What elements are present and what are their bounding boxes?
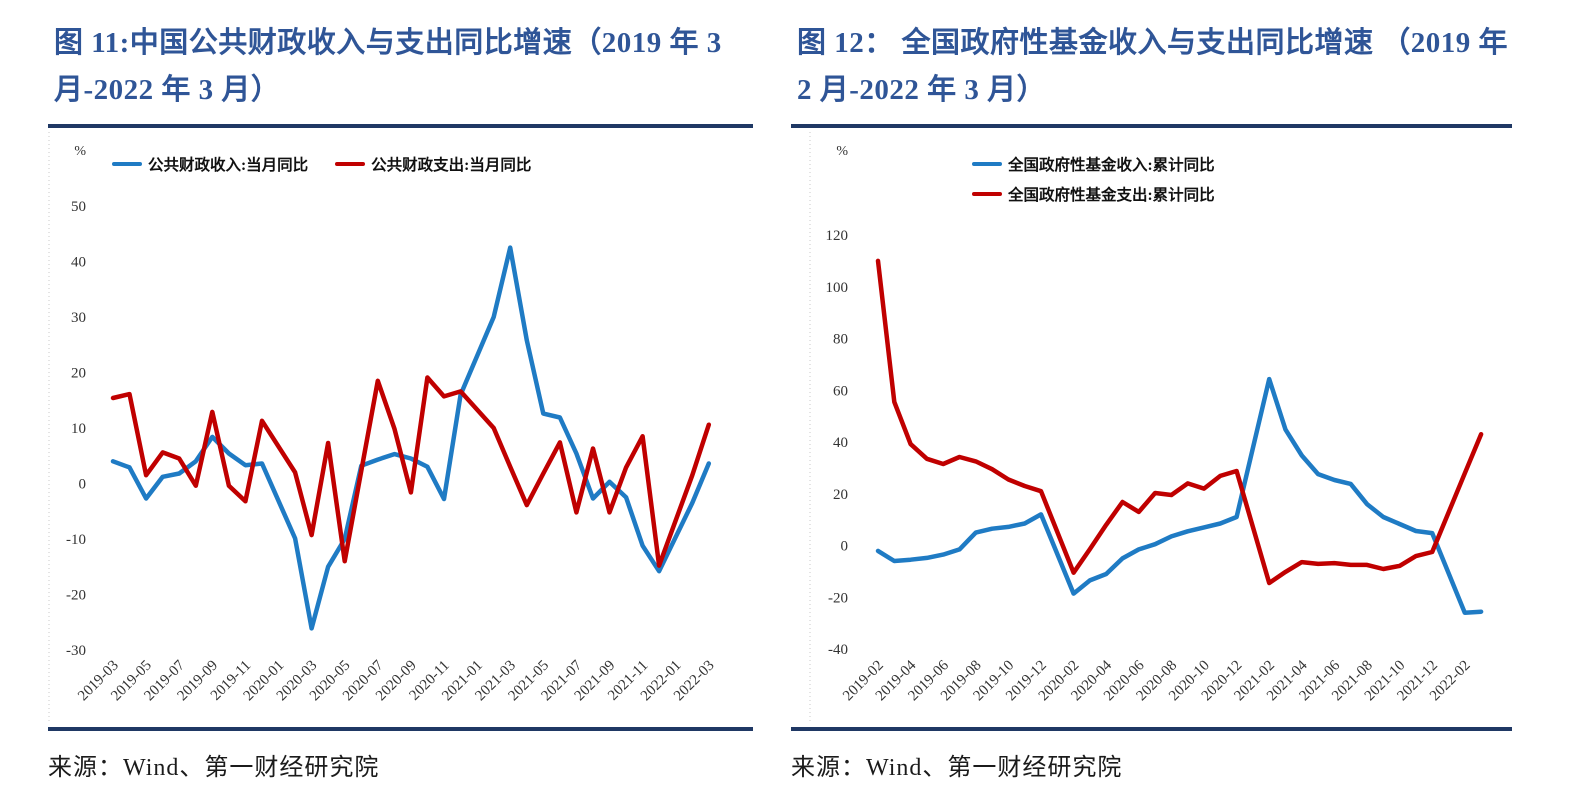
figure-12-chart-area: % 120 100 80 60 40 20 0 -20 -40 2019-02 2019-04 2019… (791, 128, 1512, 727)
fiscal-revenue-legend-label: 公共财政收入:当月同比 (148, 156, 309, 174)
y-axis-tick-label: 40 (71, 254, 86, 270)
panel-figure-12: 图 12： 全国政府性基金收入与支出同比增速 （2019 年 2 月-2022 … (791, 0, 1512, 782)
figure-12-legend: 全国政府性基金收入:累计同比 全国政府性基金支出:累计同比 (972, 153, 1215, 205)
fiscal-expenditure-line (110, 375, 712, 568)
fund-expenditure-legend-label: 全国政府性基金支出:累计同比 (1008, 186, 1215, 204)
fund-income-line (875, 376, 1484, 615)
y-axis-tick-label: 20 (71, 365, 86, 381)
fund-income-legend-swatch-icon (972, 161, 1002, 167)
figure-11-bottom-rule (48, 726, 753, 731)
legend-item-fiscal-revenue: 公共财政收入:当月同比 (112, 153, 308, 175)
fiscal-expenditure-legend-label: 公共财政支出:当月同比 (371, 156, 532, 174)
y-axis-tick-label: 30 (71, 310, 86, 326)
fund-income-legend-label: 全国政府性基金收入:累计同比 (1008, 156, 1215, 174)
y-axis-tick-label: -30 (66, 643, 86, 659)
y-axis-tick-label: 0 (79, 476, 87, 492)
figure-12-line-chart: %120100806040200-20-402019-022019-042019… (809, 131, 1484, 721)
y-axis-tick-label: 50 (71, 199, 86, 215)
fiscal-revenue-line (110, 245, 712, 631)
figure-12-bottom-rule (791, 726, 1512, 731)
y-axis-tick-label: 60 (833, 383, 848, 399)
y-axis-tick-label: -40 (828, 642, 848, 658)
fund-expenditure-legend-swatch-icon (972, 191, 1002, 197)
y-axis-tick-label: -20 (66, 587, 86, 603)
y-axis-tick-label: -10 (66, 532, 86, 548)
y-axis-tick-label: 100 (826, 280, 849, 296)
figure-11-chart-area: % 50 40 30 20 10 0 -10 -20 -30 2019-03 2019-05 2019-… (48, 128, 753, 727)
legend-item-fund-expenditure: 全国政府性基金支出:累计同比 (972, 183, 1215, 205)
fiscal-revenue-legend-swatch-icon (112, 161, 142, 167)
y-axis-tick-label: 10 (71, 421, 86, 437)
figure-12-top-rule (791, 123, 1512, 128)
legend-item-fiscal-expenditure: 公共财政支出:当月同比 (335, 153, 531, 175)
y-axis-unit-label: % (74, 144, 86, 159)
figure-11-legend: 公共财政收入:当月同比 公共财政支出:当月同比 (112, 153, 531, 175)
y-axis-tick-label: 120 (826, 228, 849, 244)
y-axis-tick-label: 20 (833, 487, 848, 503)
y-axis-tick-label: 40 (833, 435, 848, 451)
figure-12-source: 来源：Wind、第一财经研究院 (791, 754, 1123, 781)
figure-12-title: 图 12： 全国政府性基金收入与支出同比增速 （2019 年 2 月-2022 … (797, 27, 1509, 106)
figure-11-top-rule (48, 123, 753, 128)
figure-11-source: 来源：Wind、第一财经研究院 (48, 754, 380, 781)
y-axis-tick-label: 80 (833, 331, 848, 347)
panel-figure-11: 图 11:中国公共财政收入与支出同比增速（2019 年 3 月-2022 年 3… (48, 0, 753, 782)
figure-11-title: 图 11:中国公共财政收入与支出同比增速（2019 年 3 月-2022 年 3… (54, 27, 722, 106)
fiscal-expenditure-legend-swatch-icon (335, 161, 366, 167)
legend-item-fund-income: 全国政府性基金收入:累计同比 (972, 153, 1215, 175)
figure-11-line-chart: %50403020100-10-20-302019-032019-052019-… (48, 131, 718, 721)
y-axis-tick-label: 0 (841, 538, 849, 554)
fund-expenditure-line (875, 258, 1484, 586)
y-axis-tick-label: -20 (828, 590, 848, 606)
y-axis-unit-label: % (836, 144, 848, 159)
